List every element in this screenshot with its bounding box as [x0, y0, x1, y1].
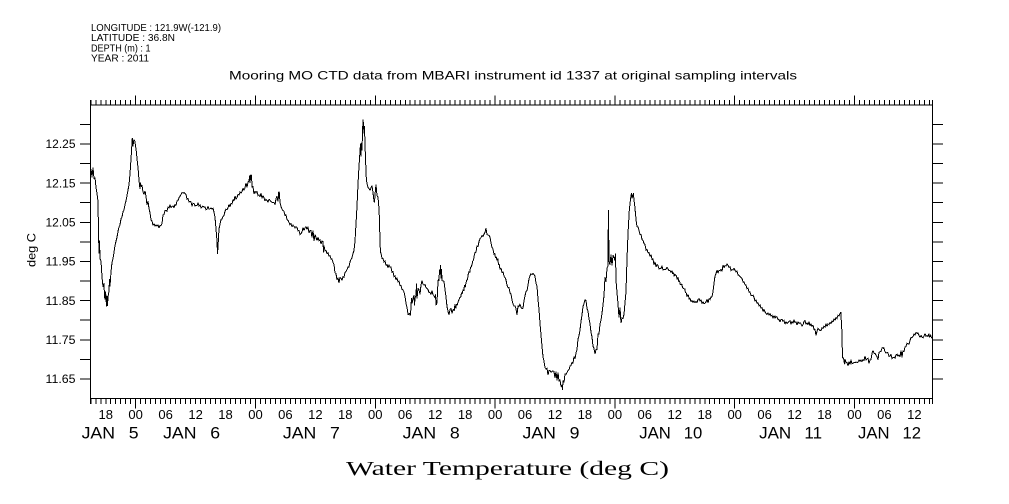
svg-text:11.85: 11.85: [46, 296, 76, 308]
svg-text:12: 12: [668, 407, 683, 422]
svg-text:12: 12: [428, 407, 443, 422]
svg-text:06: 06: [638, 407, 653, 422]
svg-text:JAN 11: JAN 11: [759, 424, 822, 442]
svg-text:12: 12: [308, 407, 323, 422]
svg-text:12.25: 12.25: [46, 139, 76, 151]
svg-text:Water Temperature (deg C): Water Temperature (deg C): [346, 458, 669, 480]
svg-text:18: 18: [458, 407, 473, 422]
svg-text:06: 06: [158, 407, 173, 422]
svg-text:DEPTH (m) : 1: DEPTH (m) : 1: [91, 43, 151, 54]
svg-text:JAN 12: JAN 12: [858, 424, 921, 442]
svg-text:JAN 8: JAN 8: [403, 424, 460, 442]
svg-text:18: 18: [817, 407, 832, 422]
svg-text:00: 00: [128, 407, 143, 422]
svg-text:18: 18: [698, 407, 713, 422]
svg-text:18: 18: [338, 407, 353, 422]
svg-text:JAN 5: JAN 5: [82, 424, 139, 442]
svg-text:JAN 10: JAN 10: [639, 424, 702, 442]
svg-text:12: 12: [907, 407, 922, 422]
svg-text:06: 06: [398, 407, 413, 422]
svg-text:12.05: 12.05: [46, 218, 76, 230]
svg-text:12: 12: [787, 407, 802, 422]
svg-text:00: 00: [248, 407, 263, 422]
svg-text:Mooring MO CTD data from MBARI: Mooring MO CTD data from MBARI instrumen…: [229, 69, 797, 83]
svg-text:LONGITUDE : 121.9W(-121.9): LONGITUDE : 121.9W(-121.9): [91, 23, 221, 34]
svg-text:LATITUDE : 36.8N: LATITUDE : 36.8N: [91, 33, 175, 44]
svg-text:06: 06: [877, 407, 892, 422]
svg-text:18: 18: [578, 407, 593, 422]
svg-text:JAN 9: JAN 9: [523, 424, 580, 442]
svg-text:deg C: deg C: [25, 233, 39, 267]
svg-text:18: 18: [218, 407, 233, 422]
svg-text:00: 00: [488, 407, 503, 422]
svg-text:12: 12: [548, 407, 563, 422]
svg-text:06: 06: [757, 407, 772, 422]
svg-text:11.65: 11.65: [46, 374, 76, 386]
svg-text:JAN 6: JAN 6: [163, 424, 220, 442]
svg-text:11.75: 11.75: [46, 335, 76, 347]
svg-text:YEAR : 2011: YEAR : 2011: [91, 54, 149, 65]
svg-text:00: 00: [608, 407, 623, 422]
svg-text:00: 00: [727, 407, 742, 422]
svg-text:12: 12: [188, 407, 203, 422]
svg-text:06: 06: [278, 407, 293, 422]
svg-text:18: 18: [99, 407, 114, 422]
svg-text:06: 06: [518, 407, 533, 422]
svg-text:00: 00: [847, 407, 862, 422]
svg-text:JAN 7: JAN 7: [283, 424, 340, 442]
svg-text:12.15: 12.15: [46, 178, 76, 190]
svg-text:11.95: 11.95: [46, 257, 76, 269]
svg-text:00: 00: [368, 407, 383, 422]
